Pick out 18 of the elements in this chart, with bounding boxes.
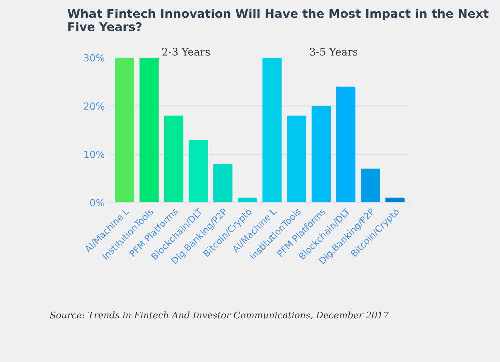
bar: [361, 168, 380, 203]
bar: [214, 164, 233, 203]
bar: [115, 58, 134, 203]
bar: [312, 106, 332, 203]
y-tick-label: 20%: [84, 102, 105, 110]
text: 3-5 Years: [310, 48, 358, 56]
bar: [164, 116, 184, 203]
y-tick-label: 30%: [84, 54, 105, 62]
bar: [140, 58, 159, 203]
bar: [262, 58, 282, 203]
bar: [287, 116, 306, 203]
y-tick-label: 10%: [84, 150, 105, 158]
source-note: Source: Trends in Fintech And Investor Communications, December 2017: [50, 312, 390, 320]
y-tick-label: 0%: [90, 199, 105, 207]
bar: [188, 140, 208, 203]
bar: [336, 86, 356, 203]
text: 2-3 Years: [162, 48, 210, 56]
chart-title: What Fintech Innovation Will Have the Most Impact in the Next Five Years?: [68, 9, 489, 32]
